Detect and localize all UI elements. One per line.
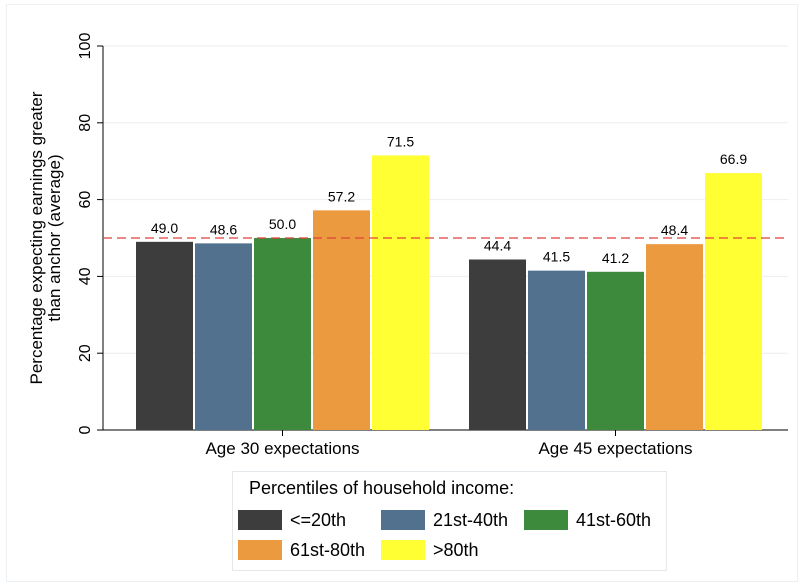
legend-label-4: 61st-80th xyxy=(290,539,366,560)
bar-value-label: 41.5 xyxy=(543,249,570,265)
legend-title: Percentiles of household income: xyxy=(249,478,515,498)
bar xyxy=(646,244,703,430)
bar-value-label: 44.4 xyxy=(484,238,511,254)
bar-value-label: 41.2 xyxy=(602,250,629,266)
y-tick-label: 0 xyxy=(77,425,94,434)
bar-value-label: 48.4 xyxy=(661,222,688,238)
legend-swatch-3 xyxy=(524,510,568,530)
bar xyxy=(254,238,311,430)
bar-value-label: 48.6 xyxy=(210,221,237,237)
bar-value-label: 50.0 xyxy=(269,216,296,232)
legend-label-2: 21st-40th xyxy=(433,509,509,530)
bar-value-label: 57.2 xyxy=(328,188,355,204)
legend-item-3: 41st-60th xyxy=(524,509,651,531)
bar-chart: 0 20 40 60 80 100 Percentage expecting earning… xyxy=(27,33,788,458)
bar-value-label: 71.5 xyxy=(387,133,414,149)
bar xyxy=(313,210,370,430)
bar xyxy=(587,271,644,430)
bar xyxy=(372,155,429,430)
legend-label-1: <=20th xyxy=(290,509,347,530)
y-axis-title-line-2: than anchor (average) xyxy=(45,154,64,321)
bar-value-label: 66.9 xyxy=(720,151,747,167)
legend-swatch-2 xyxy=(381,510,425,530)
legend-item-2: 21st-40th xyxy=(381,509,508,531)
bar xyxy=(195,243,252,430)
legend-label-5: >80th xyxy=(433,539,479,560)
legend-swatch-5 xyxy=(381,540,425,560)
x-tick-label: Age 45 expectations xyxy=(538,439,692,458)
chart-frame xyxy=(6,4,798,582)
x-tick-label: Age 30 expectations xyxy=(205,439,359,458)
legend: Percentiles of household income: <=20th … xyxy=(232,471,667,571)
y-axis-title-line-1: Percentage expecting earnings greater xyxy=(27,91,46,384)
bar xyxy=(469,259,526,430)
legend-swatch-1 xyxy=(238,510,282,530)
bar xyxy=(136,241,193,430)
bar xyxy=(705,173,762,430)
y-tick-label: 20 xyxy=(77,344,94,362)
y-tick-label: 100 xyxy=(77,33,94,60)
bar xyxy=(528,270,585,430)
y-tick-label: 60 xyxy=(77,191,94,209)
legend-item-4: 61st-80th xyxy=(238,539,365,561)
legend-swatch-4 xyxy=(238,540,282,560)
y-tick-label: 40 xyxy=(77,267,94,285)
y-tick-label: 80 xyxy=(77,114,94,132)
legend-item-1: <=20th xyxy=(238,509,346,531)
bar-value-label: 49.0 xyxy=(151,220,178,236)
legend-item-5: >80th xyxy=(381,539,479,561)
legend-label-3: 41st-60th xyxy=(576,509,652,530)
